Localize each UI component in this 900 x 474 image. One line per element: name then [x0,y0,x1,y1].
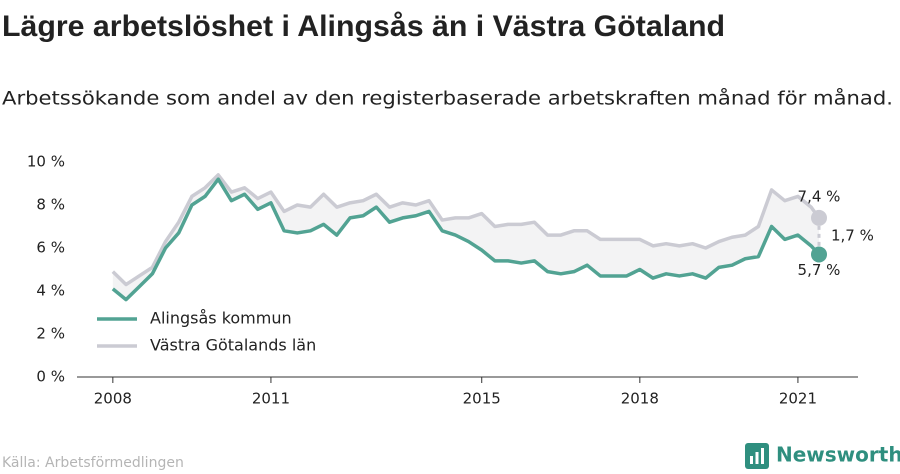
series-line [111,177,821,302]
y-tick-label: 0 % [36,368,65,386]
annotation: 7,4 % [798,187,841,205]
chart-title: Lägre arbetslöshet i Alingsås än i Västr… [2,10,725,43]
x-tick-label: 2021 [779,390,817,408]
x-tick-label: 2008 [94,390,132,408]
annotation: 1,7 % [831,227,874,245]
legend-background [88,305,340,363]
x-tick-label: 2011 [252,390,290,408]
legend-label: Västra Götalands län [150,336,316,355]
legend-label: Alingsås kommun [150,309,292,328]
chart-subtitle: Arbetssökande som andel av den registerb… [2,87,893,110]
y-tick-label: 4 % [36,282,65,300]
y-tick-label: 8 % [36,196,65,214]
gap-area [112,174,820,300]
end-point [811,246,828,263]
logo-bar [755,452,759,464]
brand-logo: Newsworthy [745,443,900,469]
y-tick-label: 10 % [27,153,65,171]
source: Källa: Arbetsförmedlingen [2,455,184,471]
logo-bar [750,456,753,464]
x-tick-label: 2015 [463,390,501,408]
y-tick-label: 6 % [36,239,65,257]
series-line [111,173,821,287]
y-tick-label: 2 % [36,325,65,343]
end-point [811,209,828,226]
brand-name: Newsworthy [776,443,900,467]
logo-bar [761,448,764,464]
x-tick-label: 2018 [621,390,659,408]
legend: Alingsås kommun Västra Götalands län [88,305,340,363]
annotation: 5,7 % [798,261,841,279]
